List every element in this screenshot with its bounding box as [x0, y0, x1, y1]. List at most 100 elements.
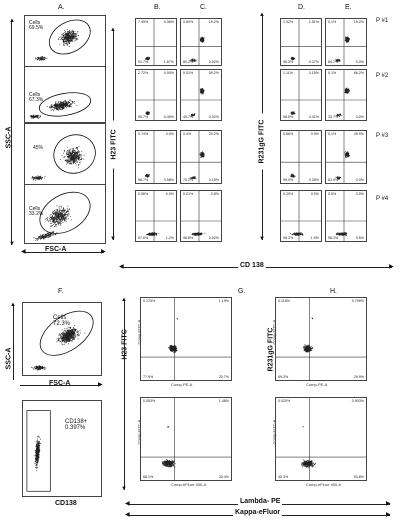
quad-value-lr: 0.0% [355, 60, 364, 64]
quad-plot-b-2: 2.72% 0.90% 95.7% 0.40% [135, 69, 177, 121]
quad-value-ul: 0.175% [143, 299, 156, 303]
quad-plot-g-1: 0.175% 1.19% 77.9% 20.7% Comp-PE-A Comp-FITC-… [137, 297, 232, 387]
scatter-dots [141, 398, 231, 480]
event-cloud [336, 113, 343, 117]
event-cloud [176, 318, 179, 320]
event-cloud [35, 56, 48, 61]
label-F: F. [58, 288, 64, 295]
quad-value-lr: 0.02% [208, 236, 219, 240]
quad-value-ur: 0.799% [351, 299, 364, 303]
quad-plot-b-1: 7.45% 0.36% 91.7% 1.67% [135, 18, 177, 66]
scatter-dots [326, 131, 366, 183]
scatter-dots [326, 70, 366, 120]
scatter-dots [31, 134, 96, 181]
quad-value-ul: 0.020% [278, 399, 291, 403]
quad-value-ll: 68.1% [143, 475, 154, 479]
quad-value-lr: 53.8% [353, 475, 364, 479]
quad-value-ll: 99.0% [283, 178, 294, 182]
quad-value-ur: 0.8% [210, 192, 219, 196]
r231-fitc-label: R231gG FITC [252, 113, 272, 170]
quad-value-ll: 95.7% [138, 115, 149, 119]
event-cloud [29, 114, 41, 119]
h23-fitc-label: H23 FITC [104, 120, 124, 169]
fsc-f-arrow-right: ▶ [98, 382, 103, 388]
quad-value-ll: 91.7% [138, 60, 149, 64]
event-cloud [34, 435, 41, 472]
quad-value-lr: 0.58% [163, 178, 174, 182]
cd138-arrow-right: ▶ [389, 264, 394, 270]
quad-value-ur: 59.2% [208, 71, 219, 75]
scatter-dots [181, 19, 221, 65]
quad-plot-g-2: 0.053% 1.48% 68.1% 30.4% Comp-eFluor 450-A Co… [137, 397, 232, 487]
quad-value-lr: 0.0% [355, 115, 364, 119]
event-cloud [191, 232, 206, 236]
event-cloud [167, 345, 178, 353]
fsc-arrow-right: ▶ [101, 249, 106, 255]
event-cloud [335, 232, 348, 236]
event-cloud [199, 88, 205, 95]
gate-ellipse [38, 92, 92, 117]
scatter-dots [136, 191, 176, 241]
event-cloud [145, 56, 151, 61]
quad-value-ur: 0.0% [310, 132, 319, 136]
inner-x-axis-label: Comp-PE-A [306, 382, 328, 387]
quad-value-lr: 20.7% [218, 375, 229, 379]
event-cloud [290, 173, 296, 178]
quad-plot-d-4: 0.20% 0.0% 98.2% 1.5% [280, 190, 322, 242]
quad-value-ul: 0.56% [138, 192, 149, 196]
label-A: A. [58, 4, 65, 11]
scatter-dots [281, 131, 321, 183]
ssc-arrow-down: ▼ [9, 241, 15, 247]
quad-value-ur: 35.9% [353, 132, 364, 136]
event-cloud [56, 325, 86, 345]
gate-ellipse [39, 191, 91, 234]
quad-value-ur: 66.2% [353, 71, 364, 75]
quad-value-ll: 98.5% [283, 115, 294, 119]
h23-g-arrow-up: ▲ [121, 297, 127, 303]
quad-value-ul: 0.1% [328, 71, 337, 75]
event-cloud [199, 36, 205, 43]
quad-plot-d-1: 1.92% 2.51% 95.3% 0.37% [280, 18, 322, 66]
quad-value-ll: 69.2% [278, 375, 289, 379]
quad-value-ur: 0.0% [165, 132, 174, 136]
scatter-panel-f-top: Cells 72.3% [22, 302, 102, 376]
quad-plot-d-2: 1.11% 0.15% 98.5% 0.41% [280, 69, 322, 121]
h23-arrow-up: ▲ [110, 27, 116, 33]
event-cloud [146, 232, 159, 236]
quad-value-ll: 97.6% [138, 236, 149, 240]
quad-plot-c-3: 0.4% 29.2% 70.2% 0.15% [180, 130, 222, 184]
quad-plot-b-3: 0.74% 0.0% 98.7% 0.58% [135, 130, 177, 184]
quad-plot-b-4: 0.56% 0.0% 97.6% 1.2% [135, 190, 177, 242]
scatter-dots [281, 70, 321, 120]
quad-value-lr: 0.02% [208, 115, 219, 119]
scatter-panel-f-bottom: CD138+ 0.397% [22, 400, 102, 497]
gate-label-a-1: Cells 69.5% [29, 20, 44, 32]
quad-value-ll: 70.2% [183, 178, 194, 182]
event-cloud [189, 58, 197, 62]
gate-label-f-top: Cells 72.3% [53, 315, 71, 328]
quad-value-lr: 1.2% [165, 236, 174, 240]
quad-value-ul: 0.01% [183, 71, 194, 75]
quad-plot-e-2: 0.1% 66.2% 33.7% 0.0% [325, 69, 367, 121]
patient-label-3: P #3 [376, 133, 389, 139]
gate-label-a-4: Cells 33.2% [29, 206, 44, 218]
event-cloud [33, 230, 58, 241]
patient-label-1: P #1 [376, 18, 389, 24]
scatter-dots [136, 70, 176, 120]
quad-value-ul: 0.1% [328, 132, 337, 136]
quad-value-ll: 98.2% [283, 236, 294, 240]
fsc-axis-line-a [24, 252, 104, 253]
quad-value-ll: 98.7% [138, 178, 149, 182]
scatter-dots [181, 70, 221, 120]
quad-plot-h-1: 0.116% 0.799% 69.2% 29.9% Comp-PE-A Comp-FITC… [272, 297, 367, 387]
scatter-dots [141, 298, 231, 380]
lambda-arrow-left: ◀ [125, 501, 130, 507]
h23-g-arrow-down: ▼ [121, 486, 127, 492]
quad-plot-e-4: 0.5% 0.5% 98.3% 0.6% [325, 190, 367, 242]
scatter-dots [181, 191, 221, 241]
gate-label-a-3: 45% [33, 145, 44, 151]
event-cloud [57, 29, 79, 47]
kappa-efluor-label: Kappa-eFluor [233, 509, 283, 516]
fsc-arrow-left: ◀ [21, 249, 26, 255]
